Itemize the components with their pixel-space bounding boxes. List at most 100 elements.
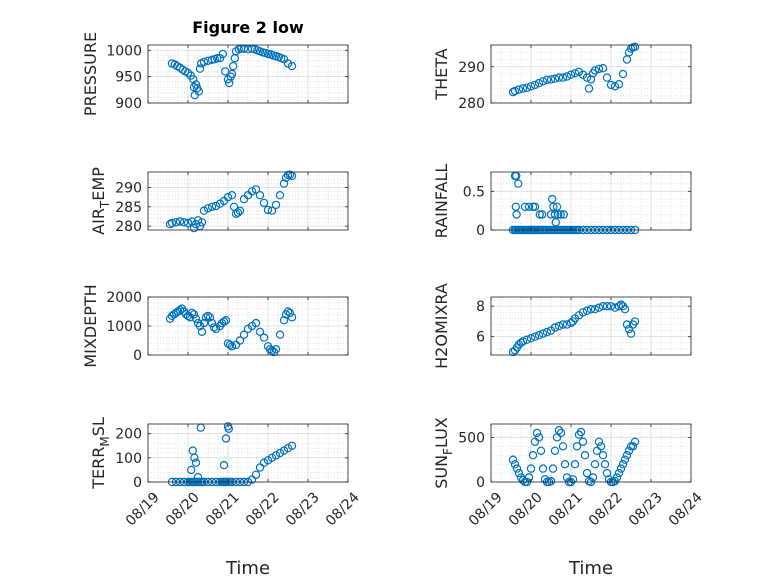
series-markers: [508, 42, 640, 97]
data-point: [219, 317, 229, 326]
data-point: [594, 303, 604, 312]
data-point: [610, 82, 620, 91]
data-point: [606, 302, 616, 311]
y-tick-label: 280: [115, 219, 142, 235]
data-point: [628, 442, 638, 451]
data-point: [538, 464, 548, 473]
y-axis-label: SUNFLUX: [432, 417, 455, 489]
data-point: [251, 470, 261, 479]
y-axis-label: RAINFALL: [432, 164, 451, 239]
data-point: [550, 323, 560, 332]
data-point: [287, 313, 297, 322]
y-tick-label: 0.5: [463, 184, 485, 200]
y-tick-label: 0: [476, 223, 485, 239]
axes-box: [147, 44, 349, 104]
data-point: [570, 460, 580, 469]
data-point: [598, 302, 608, 311]
data-point: [550, 210, 560, 219]
data-point: [528, 451, 538, 460]
data-point: [618, 460, 628, 469]
x-tick-label: 08/20: [163, 489, 203, 529]
data-point: [566, 70, 576, 79]
data-point: [186, 465, 196, 475]
data-point: [584, 84, 594, 93]
y-axis-label: PRESSURE: [81, 32, 100, 116]
x-tick-label: 08/21: [546, 489, 586, 529]
data-point: [578, 437, 588, 446]
data-point: [580, 451, 590, 460]
series-markers: [508, 300, 640, 357]
y-tick-label: 0: [133, 348, 142, 364]
data-point: [582, 306, 592, 315]
data-point: [572, 442, 582, 451]
data-point: [630, 42, 640, 52]
data-point: [235, 206, 245, 215]
data-point: [510, 460, 520, 469]
data-point: [187, 308, 197, 318]
data-point: [535, 210, 545, 219]
data-point: [549, 202, 558, 211]
y-tick-label: 8: [476, 299, 485, 315]
data-point: [526, 464, 536, 473]
y-tick-label: 290: [458, 60, 485, 76]
data-point: [189, 310, 199, 319]
data-point: [287, 441, 297, 450]
x-tick-label: 08/23: [626, 489, 666, 529]
data-point: [218, 49, 227, 59]
data-point: [590, 66, 600, 75]
series-markers: [165, 170, 297, 233]
data-point: [193, 473, 203, 482]
data-point: [512, 210, 521, 219]
data-point: [538, 77, 548, 86]
data-point: [530, 332, 540, 341]
data-point: [193, 216, 203, 225]
data-point: [267, 346, 277, 355]
data-point: [215, 54, 225, 63]
subplot-4: 0 0.5 RAINFALL: [432, 164, 692, 239]
data-point: [548, 194, 557, 204]
data-point: [594, 64, 604, 74]
data-point: [251, 318, 261, 328]
data-point: [554, 210, 563, 219]
data-point: [614, 468, 624, 478]
data-point: [570, 69, 580, 78]
data-point: [536, 446, 546, 455]
data-point: [522, 83, 532, 93]
data-point: [558, 442, 568, 451]
tick-marks: [147, 424, 349, 483]
plot-area: [148, 45, 348, 103]
data-point: [512, 464, 522, 473]
data-point: [554, 73, 564, 82]
data-point: [197, 327, 207, 336]
data-point: [614, 79, 624, 89]
data-point: [191, 80, 201, 89]
y-tick-label: 950: [115, 70, 142, 86]
axes-box: [490, 296, 692, 356]
data-point: [251, 185, 261, 194]
data-point: [259, 198, 269, 208]
y-axis-label: TERRMSL: [89, 417, 112, 490]
data-point: [606, 80, 616, 90]
data-point: [194, 87, 203, 96]
subplot-5: 0 1000 2000 MIXDEPTH: [81, 284, 349, 368]
data-point: [578, 308, 588, 317]
y-axis-label: MIXDEPTH: [81, 284, 100, 367]
x-tick-label: 08/19: [466, 489, 506, 529]
y-tick-label: 200: [115, 427, 142, 443]
x-tick-label: 08/21: [203, 489, 243, 529]
data-point: [221, 434, 231, 443]
data-point: [514, 85, 524, 94]
data-point: [558, 320, 568, 329]
data-point: [559, 210, 569, 219]
data-point: [550, 74, 560, 83]
data-point: [550, 446, 560, 455]
y-tick-label: 285: [115, 200, 142, 216]
data-point: [225, 340, 235, 350]
data-point: [267, 206, 277, 215]
tick-marks: [147, 296, 349, 356]
data-point: [189, 223, 199, 233]
x-tick-label: 08/22: [243, 489, 283, 529]
data-point: [235, 336, 245, 345]
